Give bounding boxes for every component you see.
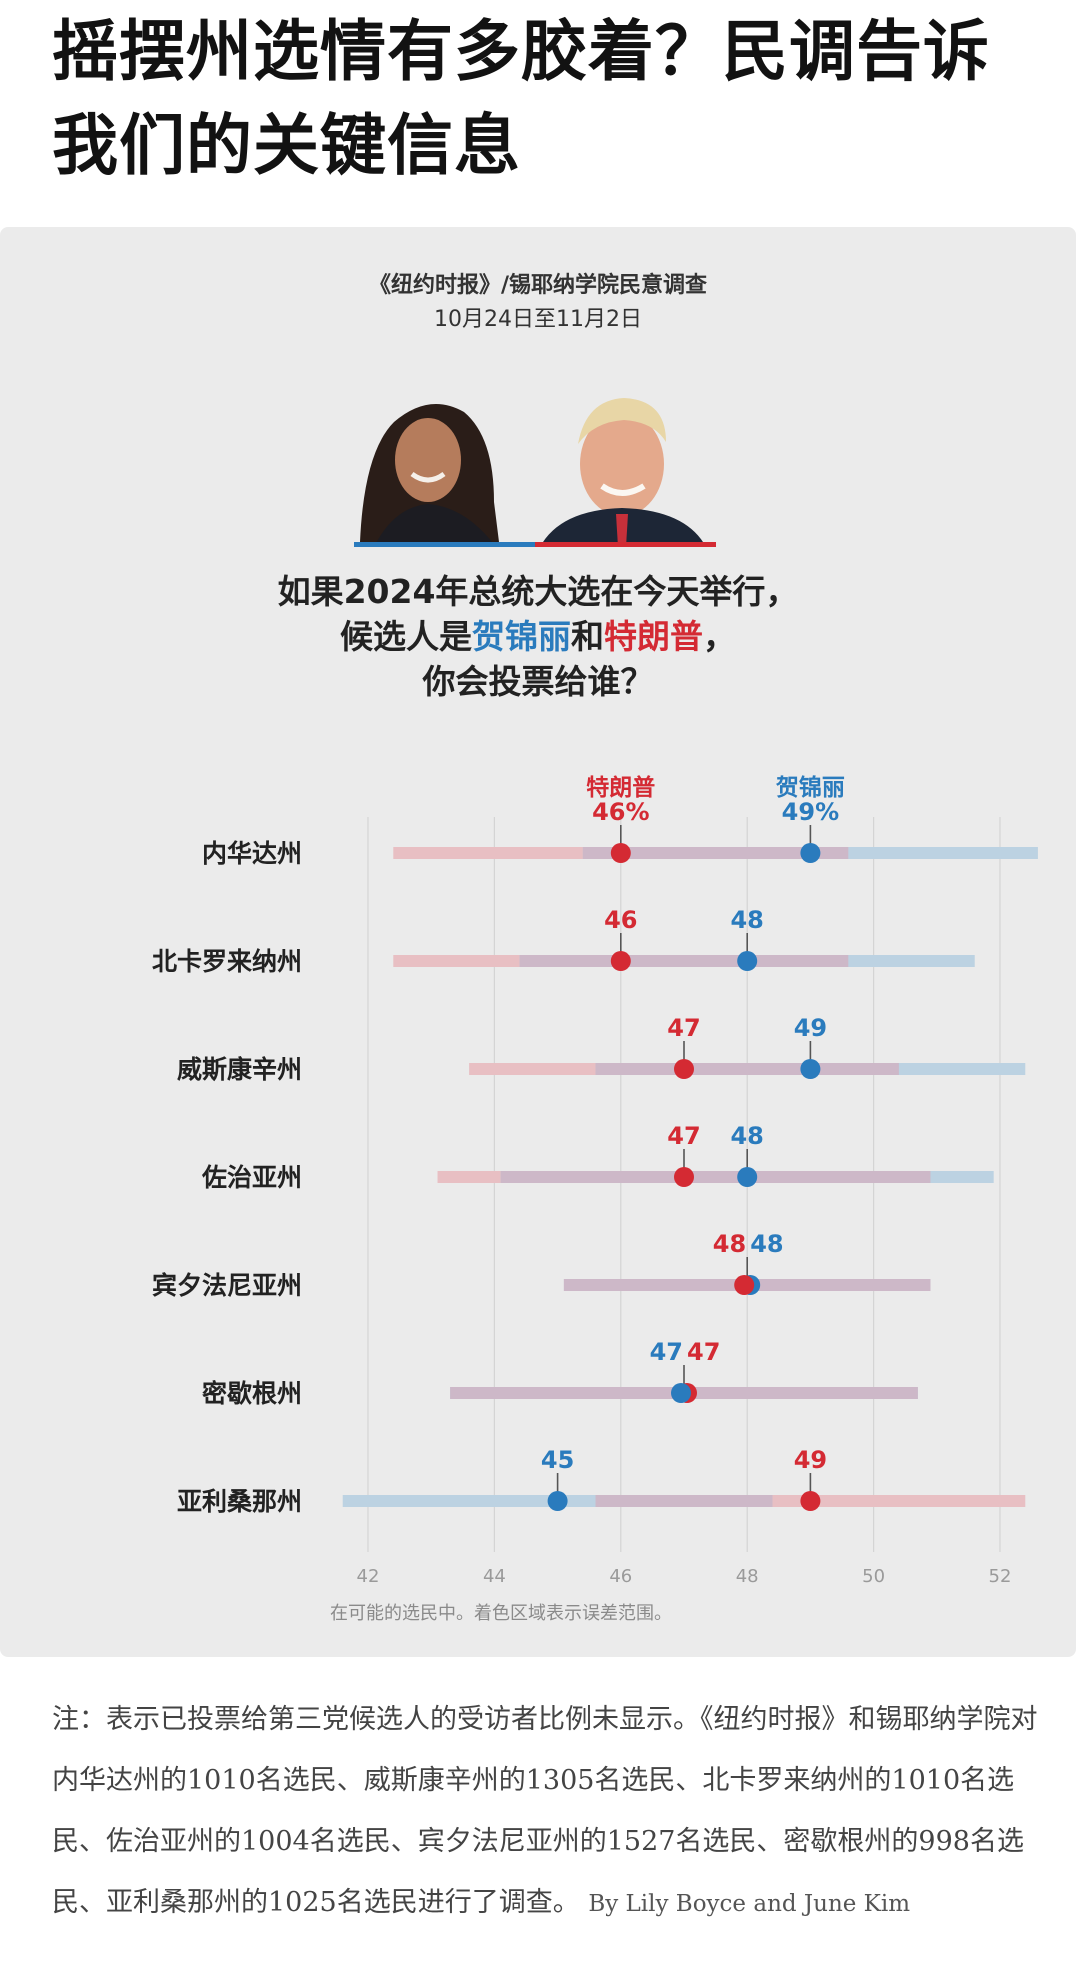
x-tick-label: 44 <box>483 1566 506 1587</box>
overlap-margin-band <box>500 1171 931 1183</box>
x-tick-label: 46 <box>609 1566 632 1587</box>
trump-dot <box>610 843 631 863</box>
question-line-3: 你会投票给谁？ <box>422 662 654 701</box>
harris-dot <box>671 1383 691 1403</box>
question-line-2: 候选人是贺锦丽和特朗普， <box>0 614 1076 659</box>
harris-dot <box>547 1491 568 1511</box>
harris-value-label: 49 <box>794 1014 827 1042</box>
trump-value-label: 46% <box>592 798 649 826</box>
overlap-margin-band <box>582 847 849 859</box>
trump-dot <box>800 1491 821 1511</box>
trump-dot <box>674 1167 694 1187</box>
series-label-harris: 贺锦丽 <box>775 774 845 801</box>
source-title: 《纽约时报》/锡耶纳学院民意调查 <box>368 273 708 298</box>
headline: 摇摆州选情有多胶着？民调告诉我们的关键信息 <box>52 12 990 184</box>
poll-dates: 10月24日至11月2日 <box>434 307 642 332</box>
state-label: 内华达州 <box>202 839 302 868</box>
x-tick-label: 42 <box>357 1566 380 1587</box>
trump-value-label: 48 <box>713 1230 746 1258</box>
state-label: 宾夕法尼亚州 <box>152 1271 302 1300</box>
harris-name: 贺锦丽 <box>472 617 571 656</box>
question-and: 和 <box>571 617 604 656</box>
trump-value-label: 46 <box>604 906 637 934</box>
note: 注：表示已投票给第三党候选人的受访者比例未显示。《纽约时报》和锡耶纳学院对内华达… <box>52 1689 1042 1935</box>
harris-value-label: 48 <box>730 906 763 934</box>
trump-dot <box>734 1275 755 1295</box>
state-label: 亚利桑那州 <box>177 1487 302 1516</box>
trump-value-label: 47 <box>667 1122 700 1150</box>
question-line-1: 如果2024年总统大选在今天举行， <box>277 572 799 611</box>
candidate-photos <box>354 382 716 547</box>
harris-value-label: 49% <box>782 798 839 826</box>
harris-value-label: 48 <box>730 1122 763 1150</box>
harris-value-label: 45 <box>541 1446 574 1474</box>
poll-question: 如果2024年总统大选在今天举行， 候选人是贺锦丽和特朗普， 你会投票给谁？ <box>0 569 1076 704</box>
trump-name: 特朗普 <box>604 617 703 656</box>
chart-footnote: 在可能的选民中。着色区域表示误差范围。 <box>330 1603 672 1624</box>
overlap-margin-band <box>595 1495 773 1507</box>
state-label: 佐治亚州 <box>201 1163 302 1192</box>
trump-value-label: 49 <box>794 1446 827 1474</box>
trump-value-label: 47 <box>667 1014 700 1042</box>
poll-card: 《纽约时报》/锡耶纳学院民意调查 10月24日至11月2日 如果2024年总统大… <box>0 227 1076 1657</box>
harris-value-label: 47 <box>650 1338 683 1366</box>
question-text: 候选人是 <box>340 617 472 656</box>
state-label: 北卡罗来纳州 <box>152 947 302 976</box>
question-comma: ， <box>703 617 736 656</box>
harris-dot <box>800 1059 821 1079</box>
x-tick-label: 52 <box>989 1566 1012 1587</box>
harris-photo <box>360 404 499 547</box>
series-label-trump: 特朗普 <box>586 774 655 801</box>
harris-dot <box>737 1167 758 1187</box>
state-label: 密歇根州 <box>202 1379 302 1408</box>
x-tick-label: 50 <box>862 1566 885 1587</box>
byline: By Lily Boyce and June Kim <box>588 1891 911 1917</box>
trump-dot <box>610 951 631 971</box>
trump-dot <box>674 1059 694 1079</box>
harris-value-label: 48 <box>750 1230 783 1258</box>
overlap-margin-band <box>595 1063 899 1075</box>
trump-photo <box>540 398 706 547</box>
harris-dot <box>737 951 758 971</box>
harris-dot <box>800 843 821 863</box>
trump-value-label: 47 <box>687 1338 720 1366</box>
note-text: 注：表示已投票给第三党候选人的受访者比例未显示。《纽约时报》和锡耶纳学院对内华达… <box>52 1704 1038 1918</box>
state-label: 威斯康辛州 <box>177 1055 302 1084</box>
overlap-margin-band <box>519 955 849 967</box>
x-tick-label: 48 <box>736 1566 759 1587</box>
